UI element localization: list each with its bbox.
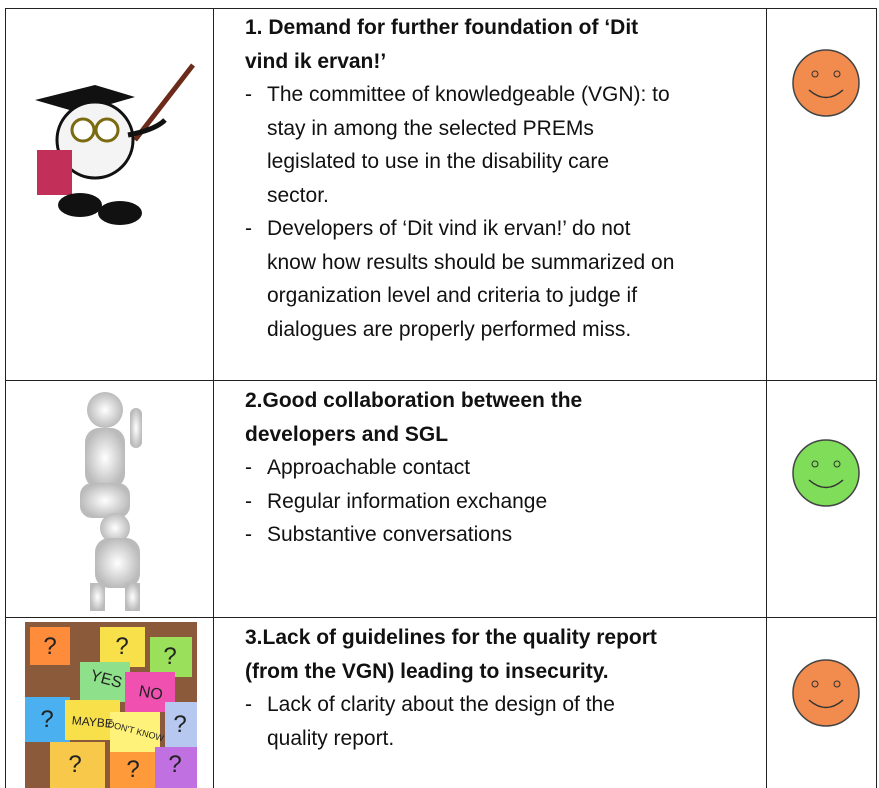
row-border xyxy=(5,380,876,381)
smiley-orange xyxy=(792,49,860,117)
column-border xyxy=(766,8,767,788)
smiley-orange xyxy=(792,659,860,727)
note-text: ? xyxy=(168,751,181,778)
note-text: ? xyxy=(40,706,53,733)
bullet-text: Lack of clarity about the design of the xyxy=(267,693,615,716)
table-border xyxy=(5,8,876,9)
note-text: NO xyxy=(137,683,164,704)
table-border xyxy=(876,8,877,788)
bullet-text: dialogues are properly performed miss. xyxy=(267,317,632,341)
bullet-text: legislated to use in the disability care xyxy=(267,150,610,173)
row-title: 1. Demand for further foundation of ‘Dit xyxy=(245,16,639,39)
bullet-text: know how results should be summarized on xyxy=(267,250,675,274)
bullet-text: Substantive conversations xyxy=(267,523,513,546)
bullet-dash: - xyxy=(245,456,252,479)
bullet-dash: - xyxy=(245,217,252,240)
note-text: MAYBE xyxy=(71,713,113,731)
bullet-text: Developers of ‘Dit vind ik ervan!’ do no… xyxy=(267,217,631,240)
row-border xyxy=(5,617,876,618)
table-border xyxy=(5,8,6,788)
professor-illustration xyxy=(35,63,195,225)
bullet-text: Regular information exchange xyxy=(267,489,548,513)
row-title: 3.Lack of guidelines for the quality rep… xyxy=(245,626,657,649)
bullet-text: organization level and criteria to judge… xyxy=(267,284,638,307)
bullet-dash: - xyxy=(245,523,252,546)
smiley-green xyxy=(792,439,860,507)
climbing-figures-illustration xyxy=(80,392,142,611)
bullet-text: quality report. xyxy=(267,726,395,750)
bullet-text: The committee of knowledgeable (VGN): to xyxy=(267,83,670,106)
row-title: (from the VGN) leading to insecurity. xyxy=(245,659,609,683)
bullet-dash: - xyxy=(245,83,252,106)
note-text: ? xyxy=(173,711,186,738)
bullet-text: stay in among the selected PREMs xyxy=(267,116,594,140)
row-title: vind ik ervan!’ xyxy=(245,49,387,73)
bullet-text: sector. xyxy=(267,183,329,207)
note-text: ? xyxy=(43,633,56,660)
row-title: developers and SGL xyxy=(245,422,449,446)
bullet-text: Approachable contact xyxy=(267,456,471,479)
note-text: ? xyxy=(126,756,139,783)
note-text: ? xyxy=(163,643,176,670)
column-border xyxy=(213,8,214,788)
bullet-dash: - xyxy=(245,693,252,716)
note-text: ? xyxy=(115,633,128,660)
row-title: 2.Good collaboration between the xyxy=(245,389,583,412)
bullet-dash: - xyxy=(245,489,252,513)
note-text: ? xyxy=(68,751,81,778)
